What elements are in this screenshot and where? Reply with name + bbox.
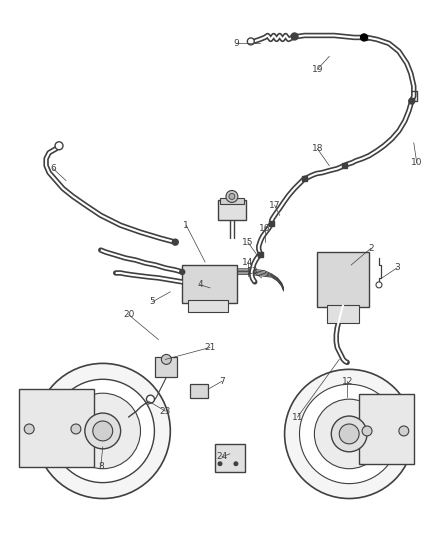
Circle shape [51, 379, 154, 482]
Circle shape [284, 369, 413, 498]
Circle shape [161, 354, 171, 365]
Circle shape [290, 33, 297, 40]
Circle shape [314, 399, 383, 469]
Text: 12: 12 [341, 377, 352, 386]
Text: 14: 14 [242, 257, 253, 266]
Circle shape [179, 270, 184, 274]
Text: 20: 20 [123, 310, 134, 319]
Text: 3: 3 [393, 263, 399, 272]
Text: 23: 23 [159, 407, 171, 416]
Circle shape [226, 190, 237, 203]
Circle shape [229, 193, 234, 199]
Text: 1: 1 [183, 221, 189, 230]
Text: 15: 15 [241, 238, 253, 247]
Text: 2: 2 [367, 244, 373, 253]
Circle shape [375, 282, 381, 288]
Bar [258, 252, 263, 256]
Circle shape [247, 38, 254, 45]
Circle shape [299, 384, 398, 483]
Text: 18: 18 [311, 144, 322, 154]
Circle shape [146, 395, 154, 403]
Circle shape [408, 98, 414, 104]
Text: 13: 13 [247, 268, 258, 277]
Bar [188, 300, 227, 312]
Circle shape [24, 424, 34, 434]
Bar [219, 198, 243, 204]
Bar [317, 252, 368, 307]
Circle shape [398, 426, 408, 436]
Circle shape [331, 416, 366, 452]
Circle shape [65, 393, 140, 469]
Text: 19: 19 [311, 64, 322, 74]
Text: 7: 7 [219, 377, 224, 386]
Circle shape [217, 461, 222, 466]
Text: 24: 24 [216, 453, 227, 461]
Text: 6: 6 [50, 164, 56, 173]
Text: 21: 21 [204, 343, 215, 352]
Circle shape [35, 364, 170, 498]
Text: 10: 10 [410, 158, 421, 167]
Bar [358, 394, 413, 464]
Text: 4: 4 [197, 280, 202, 289]
Text: 11: 11 [291, 413, 303, 422]
Circle shape [92, 421, 113, 441]
Bar [215, 444, 244, 472]
Circle shape [360, 34, 367, 41]
Text: 16: 16 [258, 224, 270, 233]
Bar [19, 389, 94, 467]
Circle shape [55, 142, 63, 150]
Circle shape [71, 424, 81, 434]
Bar [341, 163, 346, 168]
Circle shape [57, 144, 60, 147]
Bar [218, 200, 245, 220]
Bar [268, 221, 273, 226]
Circle shape [172, 239, 178, 245]
Text: 5: 5 [149, 297, 155, 306]
Bar [301, 176, 306, 181]
Circle shape [233, 461, 238, 466]
Text: 17: 17 [268, 201, 280, 210]
Bar [182, 265, 237, 303]
Circle shape [361, 426, 371, 436]
Text: 9: 9 [233, 39, 238, 48]
Bar [327, 305, 358, 322]
Circle shape [339, 424, 358, 444]
Bar [155, 358, 177, 377]
Circle shape [85, 413, 120, 449]
Text: 8: 8 [98, 462, 103, 471]
Bar [190, 384, 208, 398]
